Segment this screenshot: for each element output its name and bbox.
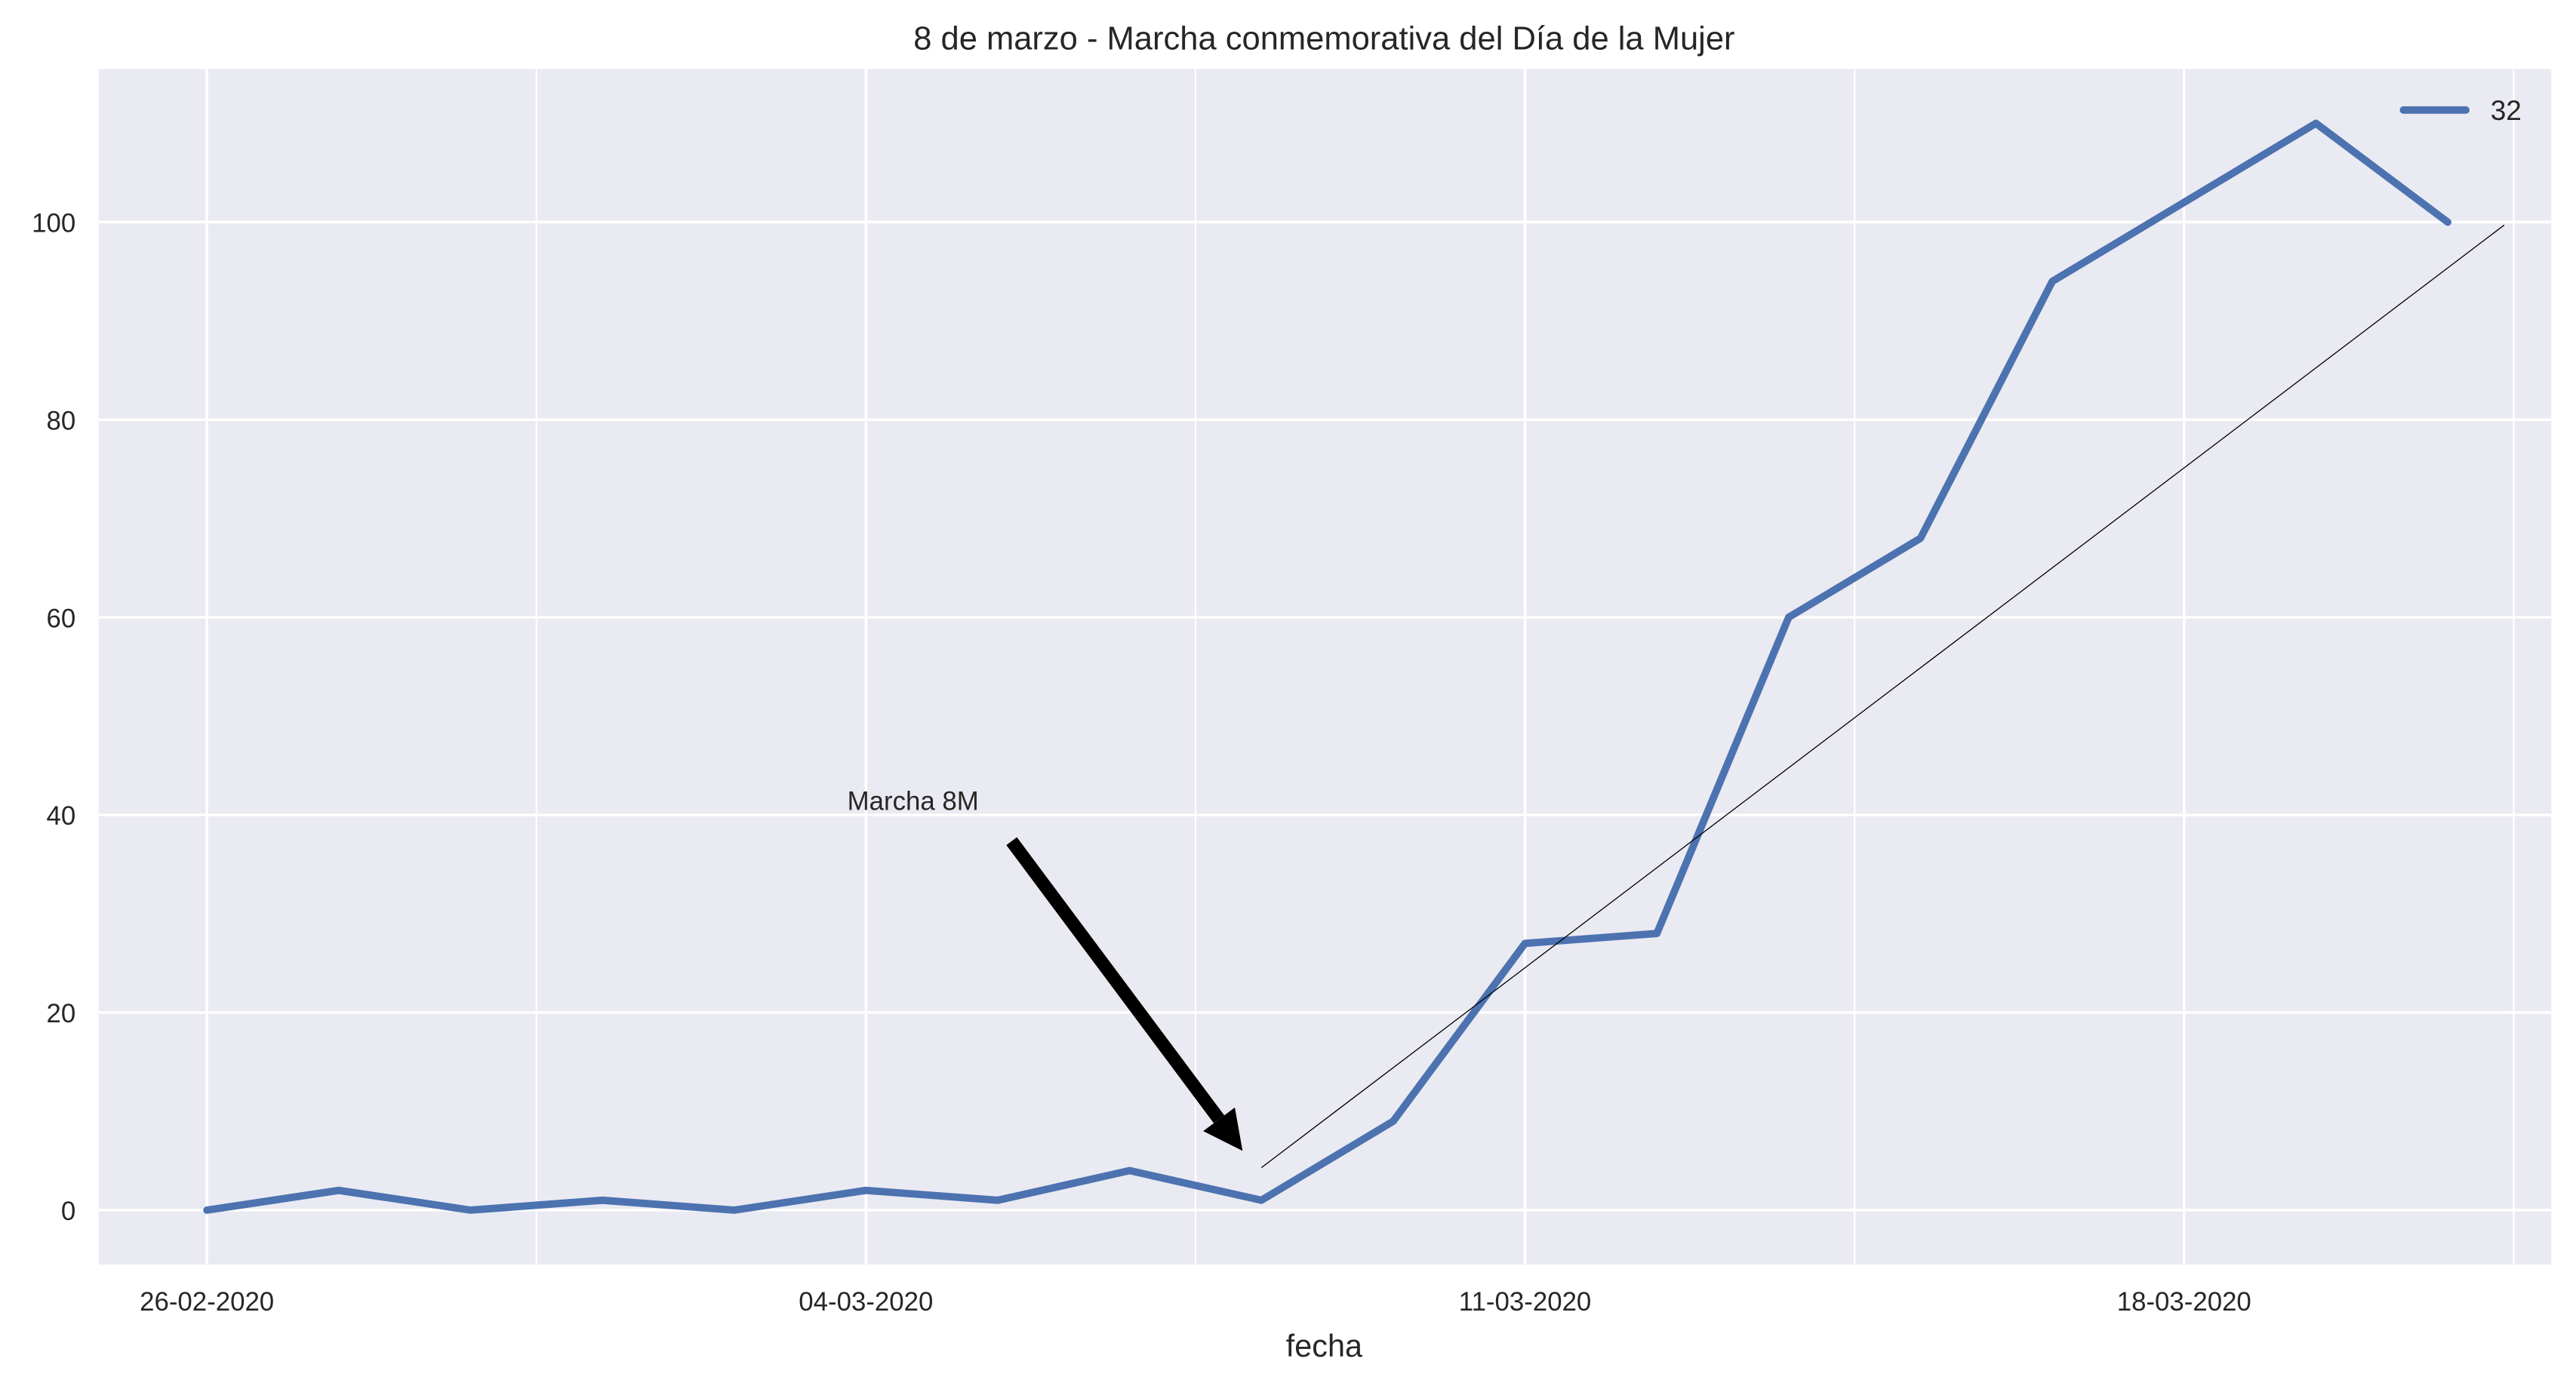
y-tick-label: 40 [46,801,75,831]
annotation-arrow [1006,837,1225,1123]
data-line [203,119,2451,1214]
x-tick-label: 26-02-2020 [140,1287,274,1317]
legend-label: 32 [2491,95,2522,126]
y-tick-label: 100 [32,208,75,238]
chart-title: 8 de marzo - Marcha conmemorativa del Dí… [913,20,1734,57]
x-tick-label: 04-03-2020 [799,1287,933,1317]
trend-line [1260,224,2505,1169]
y-tick-label: 80 [46,406,75,435]
y-tick-label: 0 [61,1197,75,1226]
x-tick-label: 18-03-2020 [2117,1287,2251,1317]
marks [203,119,2505,1214]
grid [98,69,2552,1265]
x-tick-label: 11-03-2020 [1459,1287,1592,1317]
y-tick-label: 20 [46,999,75,1028]
plot-area [98,69,2552,1265]
x-axis-label: fecha [1286,1329,1362,1363]
y-tick-label: 60 [46,604,75,633]
annotation-text: Marcha 8M [848,787,979,816]
annotation-arrowhead [1203,1107,1243,1151]
